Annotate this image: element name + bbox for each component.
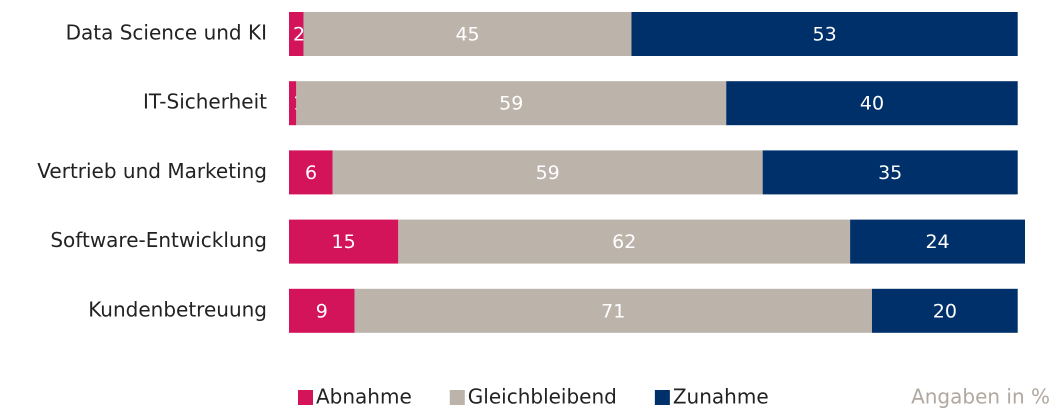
value-label: 35 [878,162,902,184]
legend-swatch [298,390,313,405]
category-label: Kundenbetreuung [88,297,267,321]
bar-segment [303,12,632,56]
legend-label: Gleichbleibend [468,385,617,409]
bar-segment [289,288,355,333]
category-label: Data Science und KI [66,21,267,45]
value-label: 59 [536,162,560,184]
value-label: 2 [293,24,305,46]
bar-segment [762,150,1018,195]
value-label: 59 [499,93,523,115]
bar-segment [631,12,1018,56]
category-label: Vertrieb und Marketing [37,159,267,183]
legend-label: Abnahme [316,385,412,409]
value-label: 15 [332,231,356,253]
value-label: 20 [933,300,957,322]
bar-segment [289,150,333,195]
value-label: 9 [316,300,328,322]
bar-segment [289,219,399,264]
bar-segment [332,150,763,195]
value-label: 40 [860,93,884,115]
legend-label: Zunahme [673,385,769,409]
value-label: 71 [601,300,625,322]
value-label: 62 [612,231,636,253]
bar-segment [398,219,851,264]
bar-segment [289,12,304,56]
bar-segment [871,288,1018,333]
bar-segment [354,288,872,333]
legend-swatch [654,390,670,405]
value-label: 45 [455,24,479,46]
value-label: 53 [813,24,837,46]
category-label: IT-Sicherheit [143,90,267,114]
bar-segment [296,81,727,126]
bar-segment [726,81,1018,126]
bar-segment [289,81,297,126]
value-label: 6 [305,162,317,184]
bar-segment [850,219,1025,264]
category-label: Software-Entwicklung [50,228,267,252]
value-label: 24 [925,231,949,253]
annotation: Angaben in % [911,385,1050,409]
legend-swatch [449,390,465,405]
